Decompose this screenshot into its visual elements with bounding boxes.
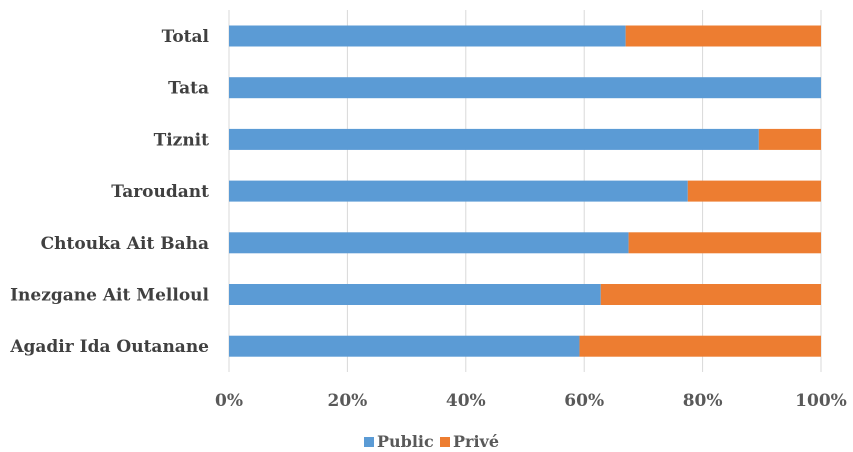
bar-segment bbox=[625, 25, 821, 47]
legend-label: Public bbox=[377, 432, 434, 451]
bar-segment bbox=[229, 128, 759, 150]
category-label: Taroudant bbox=[111, 182, 209, 202]
bar-segment bbox=[229, 232, 629, 254]
category-labels: Total Tata Tiznit Taroudant Chtouka Ait Baha… bbox=[9, 27, 209, 357]
bar-segment bbox=[229, 335, 580, 357]
bar-segment bbox=[758, 128, 821, 150]
x-tick-label: 60% bbox=[564, 391, 604, 411]
x-axis-ticks: 0% 20% 40% 60% 80% 100% bbox=[215, 391, 847, 411]
x-tick-label: 100% bbox=[795, 391, 847, 411]
bar-segment bbox=[579, 335, 821, 357]
bar-segment bbox=[229, 180, 688, 202]
bars bbox=[229, 25, 821, 357]
legend-swatch bbox=[440, 437, 450, 447]
category-label: Tiznit bbox=[154, 130, 210, 150]
x-tick-label: 0% bbox=[215, 391, 243, 411]
category-label: Tata bbox=[168, 79, 209, 99]
x-tick-label: 20% bbox=[327, 391, 367, 411]
bar-segment bbox=[229, 25, 626, 47]
legend-label: Privé bbox=[453, 432, 499, 451]
category-label: Agadir Ida Outanane bbox=[9, 337, 209, 357]
bar-segment bbox=[229, 77, 821, 99]
bar-segment bbox=[600, 284, 821, 305]
legend-swatch bbox=[364, 437, 374, 447]
x-tick-label: 80% bbox=[683, 391, 723, 411]
bar-segment bbox=[687, 180, 821, 202]
category-label: Inezgane Ait Melloul bbox=[10, 286, 209, 306]
legend: Public Privé bbox=[364, 432, 499, 451]
x-tick-label: 40% bbox=[446, 391, 486, 411]
category-label: Total bbox=[162, 27, 210, 47]
category-label: Chtouka Ait Baha bbox=[41, 234, 209, 254]
bar-segment bbox=[229, 284, 601, 305]
bar-segment bbox=[628, 232, 821, 254]
